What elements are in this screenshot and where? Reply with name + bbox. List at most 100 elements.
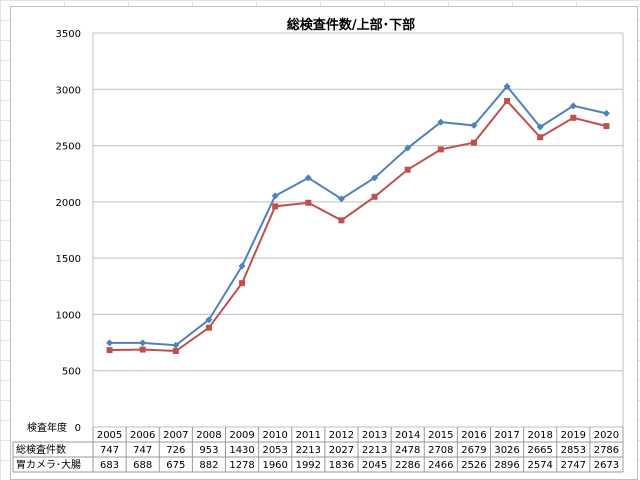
x-category-label: 2018 — [527, 430, 552, 441]
table-value: 3026 — [494, 445, 519, 456]
table-value: 1992 — [296, 460, 321, 471]
data-point — [172, 341, 180, 349]
table-value: 2665 — [527, 445, 552, 456]
table-value: 953 — [199, 445, 218, 456]
table-value: 2053 — [262, 445, 287, 456]
data-point — [504, 97, 511, 104]
data-point — [139, 339, 147, 347]
table-value: 2574 — [527, 460, 552, 471]
table-value: 2747 — [561, 460, 586, 471]
series-name: 胃カメラ･大腸 — [16, 458, 81, 471]
data-point — [437, 118, 445, 126]
table-value: 747 — [133, 445, 152, 456]
data-point — [172, 348, 179, 355]
y-tick-label: 1500 — [56, 254, 81, 265]
table-value: 1960 — [262, 460, 287, 471]
data-point — [569, 102, 577, 110]
data-point — [238, 262, 246, 270]
data-point — [602, 109, 610, 117]
table-value: 2045 — [362, 460, 387, 471]
table-value: 683 — [100, 460, 119, 471]
x-category-label: 2006 — [130, 430, 155, 441]
table-value: 2853 — [561, 445, 586, 456]
table-value: 2478 — [395, 445, 420, 456]
data-point — [470, 121, 478, 129]
table-value: 1836 — [329, 460, 354, 471]
x-category-label: 2014 — [395, 430, 420, 441]
data-point — [404, 144, 412, 152]
category-header-label: 検査年度 — [27, 421, 67, 434]
x-category-label: 2015 — [428, 430, 453, 441]
data-point — [205, 316, 213, 324]
table-value: 2027 — [329, 445, 354, 456]
x-category-label: 2011 — [296, 430, 321, 441]
data-point — [536, 123, 544, 131]
data-point — [371, 174, 379, 182]
y-tick-label: 2000 — [56, 198, 81, 209]
gridlines — [92, 32, 624, 428]
data-point — [503, 82, 511, 90]
table-value: 882 — [199, 460, 218, 471]
y-tick-label: 0 — [75, 423, 81, 434]
table-value: 747 — [100, 445, 119, 456]
x-category-label: 2010 — [262, 430, 287, 441]
y-tick-label: 3500 — [56, 29, 81, 40]
data-point — [106, 339, 114, 347]
table-value: 726 — [166, 445, 185, 456]
x-category-label: 2013 — [362, 430, 387, 441]
data-point — [239, 280, 246, 287]
plot-frame — [92, 32, 624, 428]
x-category-label: 2017 — [494, 430, 519, 441]
data-point — [570, 114, 577, 121]
table-value: 2466 — [428, 460, 453, 471]
data-point — [271, 192, 279, 200]
series-line — [109, 84, 607, 347]
table-value: 2896 — [494, 460, 519, 471]
data-point — [305, 199, 312, 206]
x-category-label: 2005 — [97, 430, 122, 441]
table-value: 2286 — [395, 460, 420, 471]
y-tick-label: 1000 — [56, 310, 81, 321]
data-point — [337, 195, 345, 203]
data-point — [338, 217, 345, 224]
data-point — [537, 134, 544, 141]
data-point — [437, 146, 444, 153]
data-point — [205, 324, 212, 331]
table-value: 2213 — [296, 445, 321, 456]
data-point — [304, 174, 312, 182]
x-category-label: 2008 — [196, 430, 221, 441]
table-value: 2679 — [461, 445, 486, 456]
chart-title: 総検査件数/上部･下部 — [287, 17, 415, 33]
y-tick-label: 500 — [62, 367, 81, 378]
series-line — [109, 99, 607, 353]
series-layer — [106, 82, 610, 355]
series-name: 総検査件数 — [16, 443, 66, 456]
data-point — [470, 139, 477, 146]
line-chart: 総検査件数/上部･下部 0 500 1000 1500 2000 2500 3000 3500… — [12, 17, 624, 473]
data-point — [371, 193, 378, 200]
x-category-label: 2009 — [229, 430, 254, 441]
data-point — [603, 123, 610, 130]
data-table: 検査年度 2005 2006 2007 2008 2009 2010 2011 2012 2013… — [12, 421, 624, 473]
x-category-label: 2020 — [594, 430, 619, 441]
y-tick-label: 2500 — [56, 142, 81, 153]
table-value: 2708 — [428, 445, 453, 456]
x-category-label: 2012 — [329, 430, 354, 441]
x-category-label: 2016 — [461, 430, 486, 441]
table-value: 2526 — [461, 460, 486, 471]
x-category-label: 2007 — [163, 430, 188, 441]
table-value: 675 — [166, 460, 185, 471]
table-value: 2786 — [594, 445, 619, 456]
chart-area[interactable]: 総検査件数/上部･下部 0 500 1000 1500 2000 2500 3000 3500… — [10, 6, 638, 480]
data-point — [272, 203, 279, 210]
y-tick-label: 3000 — [56, 85, 81, 96]
y-axis-ticks: 0 500 1000 1500 2000 2500 3000 3500 — [56, 29, 81, 434]
table-value: 688 — [133, 460, 152, 471]
table-value: 1278 — [229, 460, 254, 471]
data-point — [106, 347, 113, 354]
data-point — [139, 346, 146, 353]
table-value: 2673 — [594, 460, 619, 471]
table-value: 1430 — [229, 445, 254, 456]
data-point — [404, 166, 411, 173]
table-value: 2213 — [362, 445, 387, 456]
